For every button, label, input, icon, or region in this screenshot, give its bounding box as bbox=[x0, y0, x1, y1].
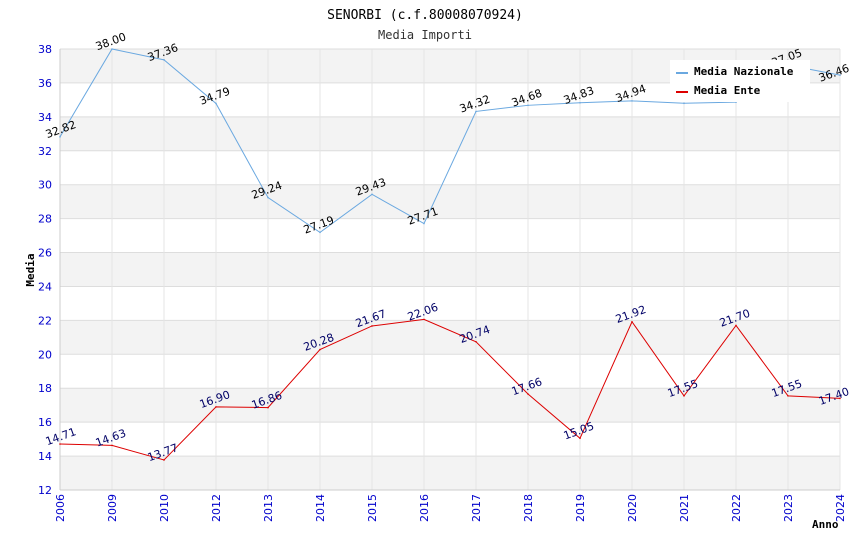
y-tick-label: 38 bbox=[38, 43, 52, 56]
x-axis-ticks: 2006 2009 2010 2012 2013 2014 2015 2016 2017 2018… bbox=[54, 494, 847, 522]
point-ente bbox=[527, 393, 529, 395]
series-line-nazionale bbox=[59, 48, 841, 233]
grid-band bbox=[60, 320, 840, 355]
legend-box bbox=[670, 60, 810, 102]
point-nazionale bbox=[371, 193, 373, 196]
y-tick-label: 28 bbox=[38, 213, 52, 226]
grid-lines bbox=[59, 48, 841, 491]
y-tick-label: 36 bbox=[38, 77, 52, 90]
point-ente bbox=[683, 395, 685, 397]
grid-band bbox=[60, 286, 840, 321]
x-tick-label: 2014 bbox=[314, 494, 327, 522]
y-axis-label: Media bbox=[24, 253, 37, 286]
point-ente bbox=[787, 395, 789, 397]
point-nazionale bbox=[319, 231, 321, 234]
x-tick-label: 2017 bbox=[470, 494, 483, 522]
x-tick-label: 2022 bbox=[730, 494, 743, 522]
x-tick-label: 2020 bbox=[626, 494, 639, 522]
point-ente bbox=[423, 318, 425, 321]
x-tick-label: 2012 bbox=[210, 494, 223, 522]
point-ente bbox=[631, 320, 633, 323]
x-tick-label: 2016 bbox=[418, 494, 431, 522]
point-nazionale bbox=[579, 101, 581, 104]
point-ente bbox=[579, 437, 581, 440]
x-tick-label: 2024 bbox=[834, 494, 847, 522]
point-nazionale bbox=[839, 74, 841, 76]
y-tick-label: 24 bbox=[38, 280, 52, 293]
y-tick-label: 34 bbox=[38, 111, 52, 124]
x-tick-label: 2021 bbox=[678, 494, 691, 522]
chart-title: SENORBI (c.f.80008070924) bbox=[327, 8, 523, 23]
point-nazionale bbox=[423, 222, 425, 225]
point-nazionale bbox=[163, 59, 165, 61]
x-tick-label: 2019 bbox=[574, 494, 587, 522]
point-ente bbox=[475, 340, 477, 343]
y-axis-ticks: 12 14 16 18 20 22 24 26 28 30 32 34 36 38 bbox=[38, 43, 52, 497]
grid-band bbox=[60, 388, 840, 423]
point-ente bbox=[163, 459, 165, 461]
series-line-ente bbox=[59, 318, 841, 461]
series-group bbox=[59, 48, 841, 461]
y-tick-label: 16 bbox=[38, 416, 52, 429]
x-tick-label: 2018 bbox=[522, 494, 535, 522]
grid-band bbox=[60, 116, 840, 151]
grid-band bbox=[60, 456, 840, 490]
y-tick-label: 14 bbox=[38, 450, 52, 463]
grid-band bbox=[60, 218, 840, 253]
point-ente bbox=[735, 324, 737, 327]
y-tick-label: 26 bbox=[38, 247, 52, 260]
point-nazionale bbox=[267, 196, 269, 199]
x-tick-label: 2009 bbox=[106, 494, 119, 522]
x-tick-label: 2013 bbox=[262, 494, 275, 522]
point-ente bbox=[59, 443, 61, 445]
point-nazionale bbox=[111, 48, 113, 50]
point-nazionale bbox=[527, 104, 529, 107]
x-tick-label: 2015 bbox=[366, 494, 379, 522]
point-nazionale bbox=[683, 102, 685, 105]
x-tick-label: 2023 bbox=[782, 494, 795, 522]
point-nazionale bbox=[215, 102, 217, 105]
grid-band bbox=[60, 422, 840, 457]
y-tick-label: 20 bbox=[38, 348, 52, 361]
point-ente bbox=[215, 406, 217, 408]
x-tick-label: 2010 bbox=[158, 494, 171, 522]
chart-subtitle: Media Importi bbox=[378, 28, 472, 42]
x-tick-label: 2006 bbox=[54, 494, 67, 522]
legend: Media Nazionale Media Ente bbox=[670, 60, 810, 102]
y-tick-label: 30 bbox=[38, 179, 52, 192]
grid-band bbox=[60, 184, 840, 219]
grid-band bbox=[60, 354, 840, 389]
legend-label-nazionale: Media Nazionale bbox=[694, 65, 794, 78]
grid-band bbox=[60, 252, 840, 287]
point-ente bbox=[371, 325, 373, 327]
point-ente bbox=[319, 348, 321, 351]
point-nazionale bbox=[59, 136, 61, 138]
legend-label-ente: Media Ente bbox=[694, 84, 761, 97]
y-tick-label: 32 bbox=[38, 145, 52, 158]
y-tick-label: 12 bbox=[38, 484, 52, 497]
x-axis-label: Anno bbox=[812, 518, 839, 531]
point-ente bbox=[839, 397, 841, 400]
grid-bands bbox=[60, 49, 840, 490]
y-tick-label: 22 bbox=[38, 314, 52, 327]
point-ente bbox=[267, 406, 269, 409]
point-ente bbox=[111, 444, 113, 447]
point-nazionale bbox=[475, 110, 477, 113]
y-tick-label: 18 bbox=[38, 382, 52, 395]
point-nazionale bbox=[631, 100, 633, 102]
